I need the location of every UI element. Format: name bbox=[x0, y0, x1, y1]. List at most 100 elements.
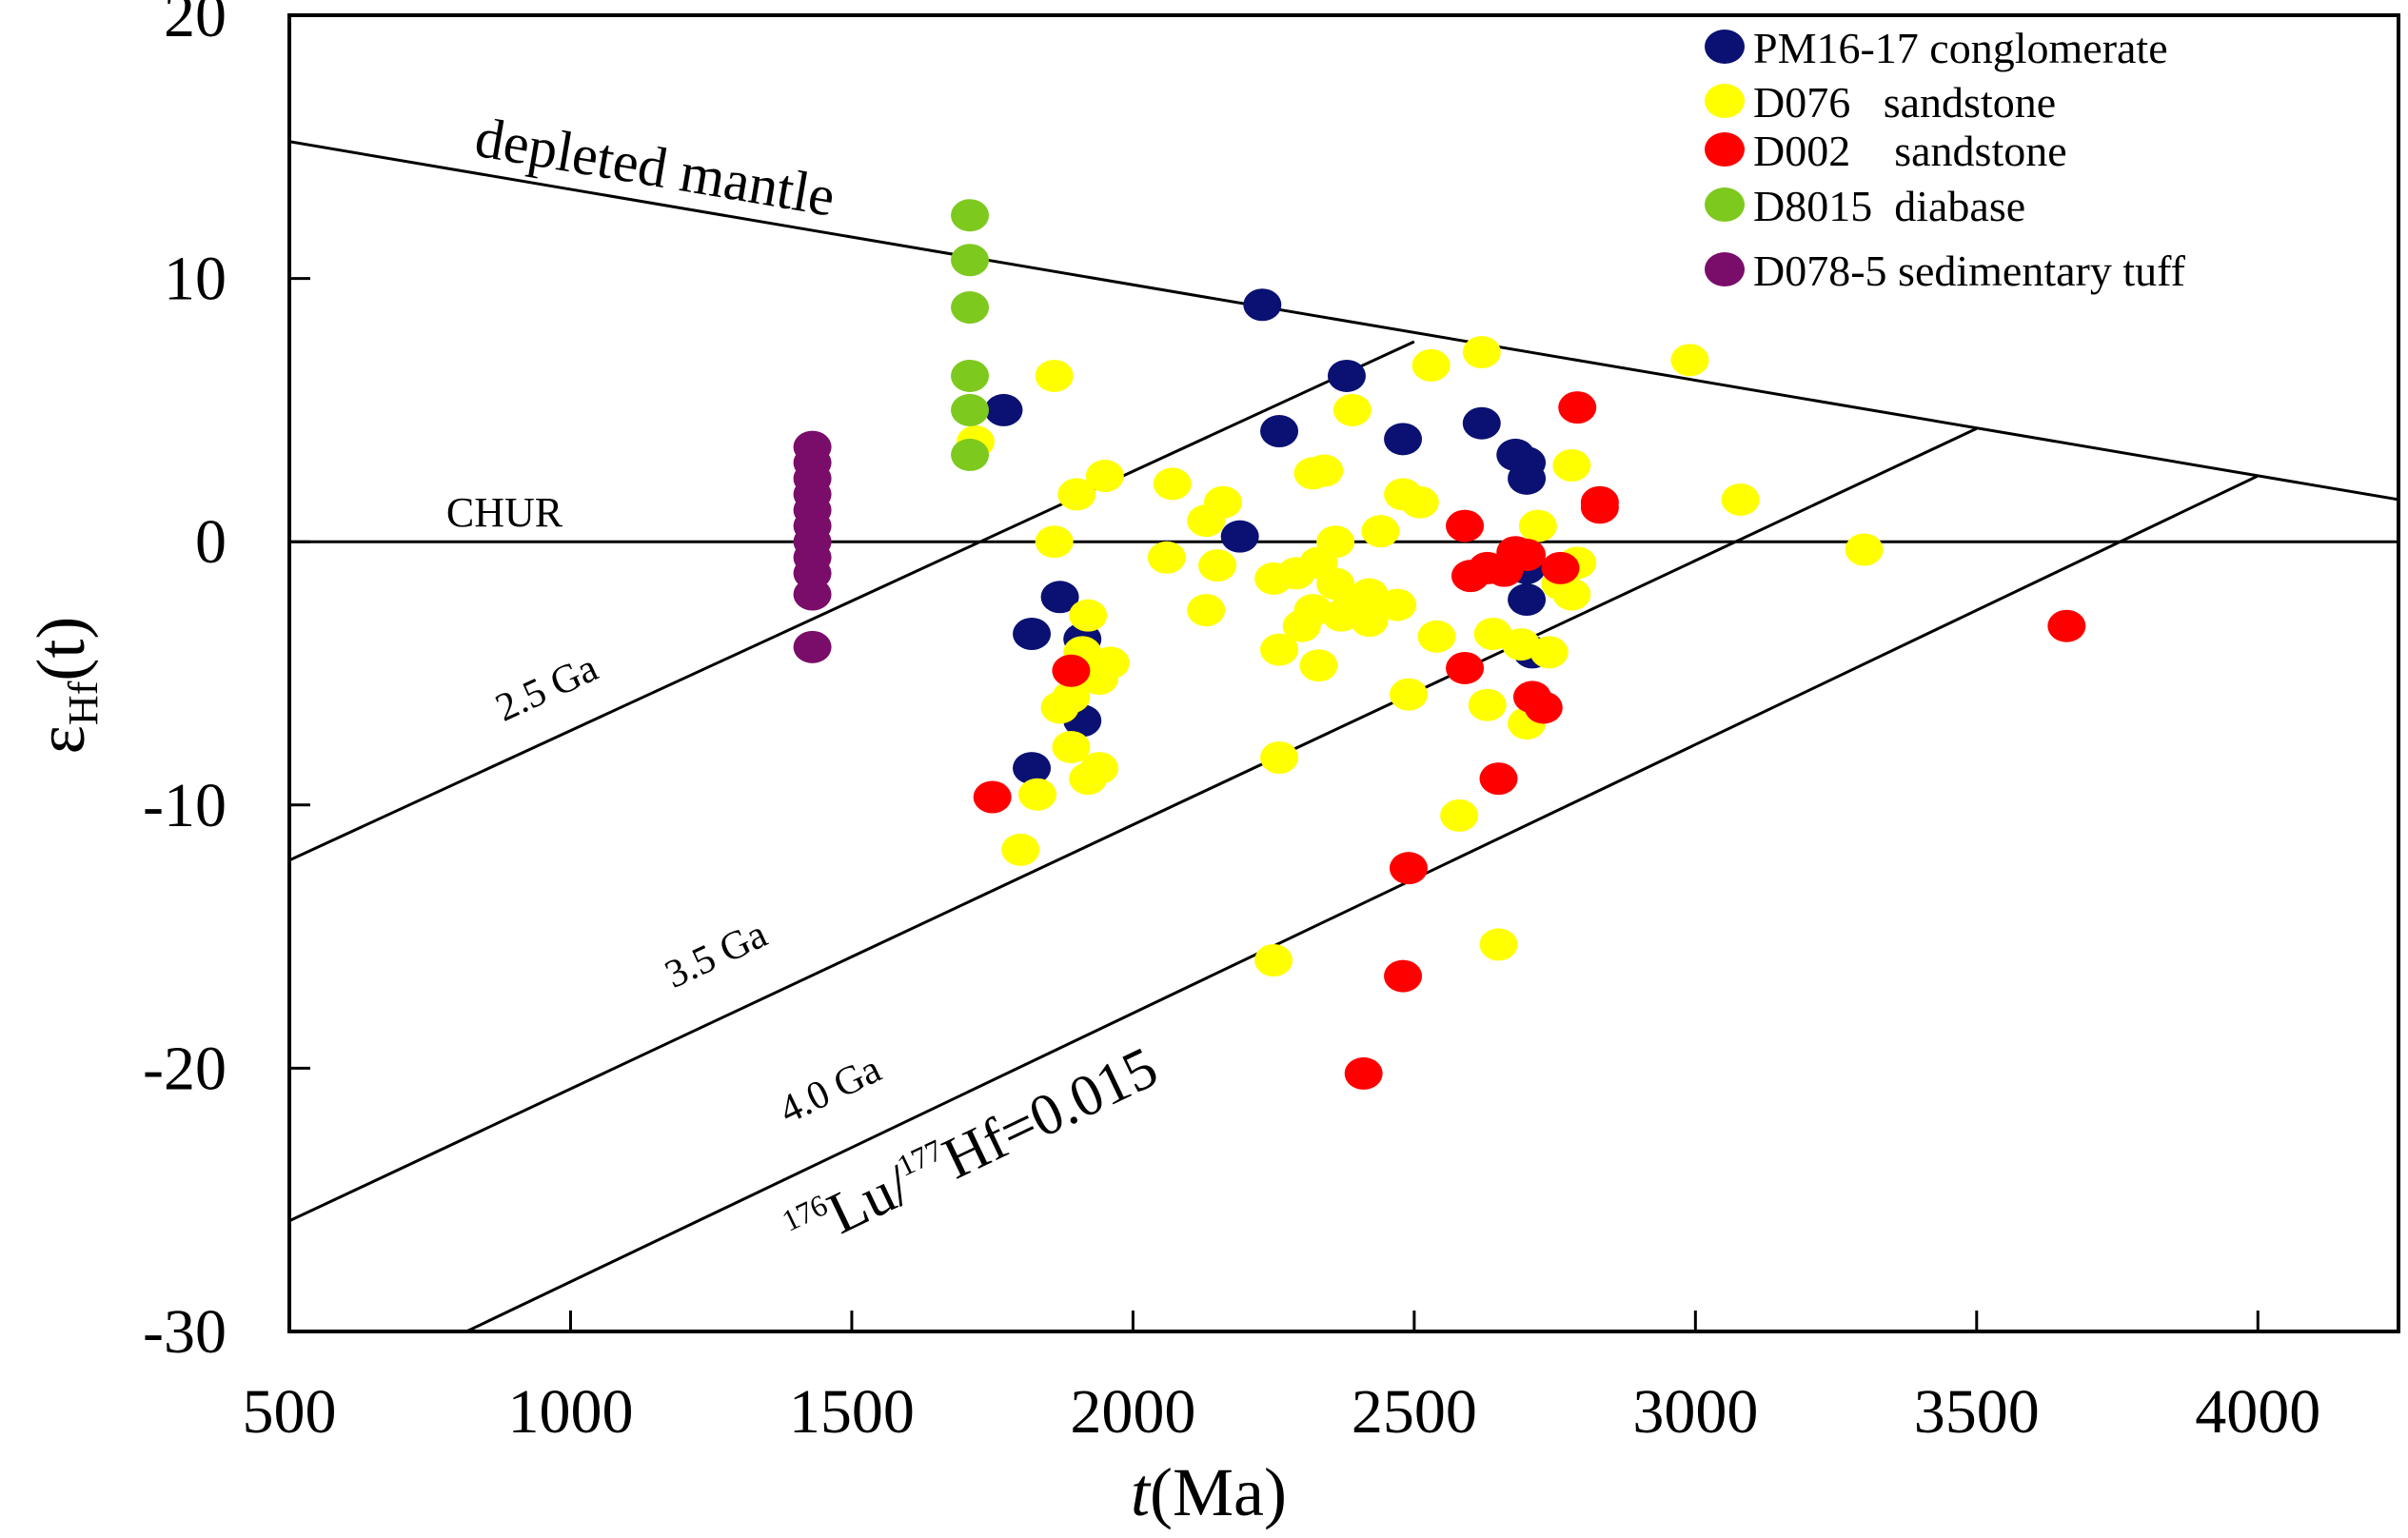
legend-marker-d002-sandstone bbox=[1705, 132, 1745, 167]
point-d076-sandstone-10 bbox=[1552, 448, 1591, 482]
x-axis-title-italic: t bbox=[1131, 1454, 1152, 1530]
point-d076-sandstone-48 bbox=[1091, 646, 1130, 680]
point-d076-sandstone-4 bbox=[1332, 393, 1372, 426]
point-pm16-17-conglomerate-0 bbox=[1243, 288, 1282, 322]
point-d076-sandstone-11 bbox=[1721, 483, 1760, 516]
point-d076-sandstone-31 bbox=[1282, 609, 1321, 642]
point-pm16-17-conglomerate-11 bbox=[1508, 583, 1547, 617]
point-d8015-diabase-0 bbox=[951, 199, 990, 232]
x-tick-label-4000: 4000 bbox=[2195, 1377, 2320, 1447]
x-tick-label-2500: 2500 bbox=[1352, 1377, 1477, 1447]
point-d076-sandstone-51 bbox=[1052, 730, 1091, 763]
ref-line-2-5-ga bbox=[289, 340, 1415, 862]
legend-label-d078-5-sedimentary-tuff: D078-5 sedimentary tuff bbox=[1753, 246, 2186, 295]
point-d002-sandstone-10 bbox=[1446, 651, 1485, 684]
point-d076-sandstone-45 bbox=[1069, 599, 1108, 632]
point-d002-sandstone-19 bbox=[2047, 609, 2086, 642]
y-tick-label-10: 10 bbox=[164, 245, 227, 314]
legend-marker-d078-5-sedimentary-tuff bbox=[1705, 252, 1745, 286]
point-d002-sandstone-15 bbox=[973, 780, 1012, 814]
ref-line-4-0-ga bbox=[465, 474, 2259, 1331]
point-d8015-diabase-5 bbox=[951, 438, 990, 471]
point-d002-sandstone-3 bbox=[1446, 509, 1485, 542]
x-tick-label-1000: 1000 bbox=[507, 1377, 633, 1447]
point-pm16-17-conglomerate-17 bbox=[1013, 752, 1052, 785]
point-d076-sandstone-40 bbox=[1518, 509, 1557, 542]
point-d076-sandstone-3 bbox=[1670, 344, 1709, 377]
point-d076-sandstone-29 bbox=[1378, 588, 1417, 621]
x-axis-title-unit: (Ma) bbox=[1150, 1454, 1287, 1530]
y-tick-label-0: 0 bbox=[195, 507, 227, 577]
point-d076-sandstone-0 bbox=[1035, 359, 1074, 392]
point-d076-sandstone-14 bbox=[1153, 467, 1192, 501]
point-d078-5-sedimentary-tuff-9 bbox=[793, 578, 832, 611]
label-2-5-ga: 2.5 Ga bbox=[489, 646, 604, 731]
y-axis-title-symbol: ε bbox=[23, 725, 99, 754]
legend-label-pm16-17-conglomerate: PM16-17 conglomerate bbox=[1753, 24, 2168, 72]
point-d076-sandstone-42 bbox=[1845, 533, 1884, 566]
legend-label-d076-sandstone: D076 sandstone bbox=[1753, 78, 2056, 127]
point-d002-sandstone-17 bbox=[1384, 959, 1423, 993]
point-d8015-diabase-3 bbox=[951, 359, 990, 392]
point-d002-sandstone-18 bbox=[1344, 1056, 1383, 1090]
point-d076-sandstone-12 bbox=[1085, 460, 1124, 493]
y-tick-label--30: -30 bbox=[143, 1297, 227, 1367]
legend-label-d8015-diabase: D8015 diabase bbox=[1753, 182, 2025, 230]
point-d076-sandstone-57 bbox=[1468, 688, 1507, 721]
point-pm16-17-conglomerate-7 bbox=[1260, 415, 1299, 448]
y-axis-title: εHf(t) bbox=[23, 617, 107, 755]
point-d076-sandstone-13 bbox=[1057, 478, 1096, 511]
point-d8015-diabase-4 bbox=[951, 393, 990, 426]
point-d076-sandstone-55 bbox=[1001, 833, 1040, 866]
point-d076-sandstone-54 bbox=[1017, 778, 1056, 811]
legend-marker-d8015-diabase bbox=[1705, 187, 1745, 222]
plot-area-frame bbox=[287, 13, 2400, 1333]
point-d076-sandstone-44 bbox=[1299, 649, 1338, 682]
ref-line-3-5-ga bbox=[289, 426, 1978, 1223]
point-d076-sandstone-2 bbox=[1462, 336, 1501, 369]
point-d076-sandstone-60 bbox=[1440, 799, 1479, 832]
point-d076-sandstone-24 bbox=[1361, 515, 1400, 548]
label-4-0-ga: 4.0 Ga bbox=[773, 1047, 888, 1133]
point-pm16-17-conglomerate-8 bbox=[1508, 462, 1547, 495]
point-d076-sandstone-7 bbox=[1305, 454, 1344, 487]
point-pm16-17-conglomerate-14 bbox=[1013, 618, 1052, 651]
point-d002-sandstone-9 bbox=[1541, 551, 1580, 584]
ref-line-depleted-mantle bbox=[289, 140, 2398, 502]
point-d002-sandstone-13 bbox=[1512, 680, 1551, 714]
point-d076-sandstone-37 bbox=[1530, 636, 1569, 669]
label-depleted-mantle: depleted mantle bbox=[471, 106, 839, 228]
point-pm16-17-conglomerate-3 bbox=[1462, 406, 1501, 440]
point-d076-sandstone-23 bbox=[1316, 525, 1355, 559]
label-3-5-ga: 3.5 Ga bbox=[659, 912, 774, 996]
legend-label-d002-sandstone: D002 sandstone bbox=[1753, 127, 2067, 175]
legend-marker-pm16-17-conglomerate bbox=[1705, 30, 1745, 64]
point-d076-sandstone-43 bbox=[1260, 633, 1299, 666]
point-d8015-diabase-2 bbox=[951, 291, 990, 325]
point-d076-sandstone-9 bbox=[1400, 485, 1439, 519]
point-d076-sandstone-61 bbox=[1254, 943, 1293, 976]
point-d076-sandstone-18 bbox=[1147, 541, 1186, 574]
x-tick-label-3000: 3000 bbox=[1632, 1377, 1758, 1447]
point-d076-sandstone-1 bbox=[1411, 348, 1451, 382]
x-tick-label-2000: 2000 bbox=[1070, 1377, 1195, 1447]
point-pm16-17-conglomerate-1 bbox=[1327, 359, 1366, 392]
x-tick-label-1500: 1500 bbox=[789, 1377, 915, 1447]
point-d8015-diabase-1 bbox=[951, 244, 990, 277]
y-axis-title-subscript: Hf bbox=[60, 680, 107, 725]
point-d076-sandstone-53 bbox=[1069, 762, 1108, 796]
point-d076-sandstone-56 bbox=[1389, 678, 1428, 711]
point-pm16-17-conglomerate-9 bbox=[1220, 520, 1259, 553]
point-d076-sandstone-33 bbox=[1350, 604, 1389, 638]
point-d002-sandstone-16 bbox=[1389, 852, 1428, 885]
point-pm16-17-conglomerate-4 bbox=[1384, 423, 1423, 456]
point-d002-sandstone-0 bbox=[1558, 391, 1597, 424]
point-pm16-17-conglomerate-13 bbox=[1040, 581, 1079, 614]
x-tick-label-500: 500 bbox=[243, 1377, 337, 1447]
point-pm16-17-conglomerate-2 bbox=[984, 393, 1023, 426]
label-chur: CHUR bbox=[446, 489, 563, 536]
point-d002-sandstone-8 bbox=[1508, 539, 1547, 572]
point-d076-sandstone-17 bbox=[1035, 525, 1074, 559]
